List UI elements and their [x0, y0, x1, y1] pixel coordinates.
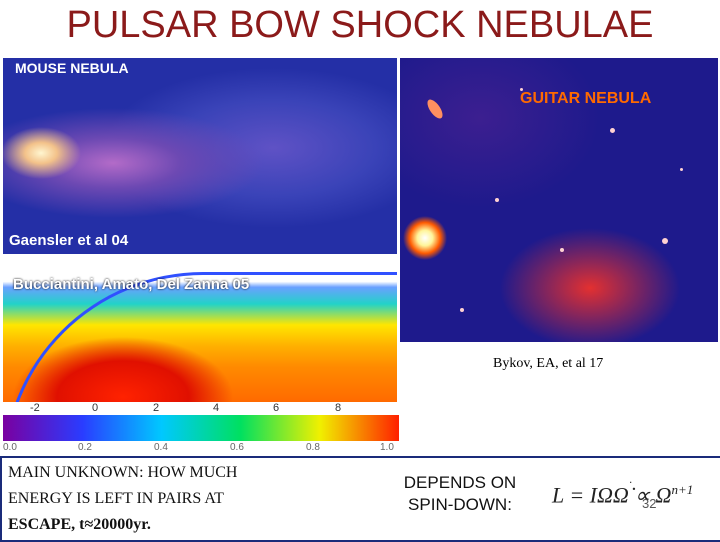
main-unknown-line: ENERGY IS LEFT IN PAIRS AT	[8, 490, 224, 507]
star	[424, 97, 446, 121]
sim-axis-tick: 0	[92, 402, 99, 414]
main-unknown-line: ESCAPE, t≈20000yr.	[8, 516, 151, 533]
colorbar-tick: 0.4	[154, 442, 168, 453]
colorbar-tick: 0.8	[306, 442, 320, 453]
sim-axis-tick: 8	[335, 402, 342, 414]
star	[495, 198, 499, 202]
depends-line: DEPENDS ON	[403, 473, 517, 492]
mouse-nebula-label: MOUSE NEBULA	[15, 60, 129, 76]
star	[560, 248, 564, 252]
star	[520, 88, 523, 91]
simulation-image: Bucciantini, Amato, Del Zanna 05	[3, 262, 397, 402]
main-unknown-line: MAIN UNKNOWN: HOW MUCH	[8, 464, 238, 481]
guitar-credit: Bykov, EA, et al 17	[493, 356, 604, 371]
main-unknown-text: MAIN UNKNOWN: HOW MUCH ENERGY IS LEFT IN…	[8, 460, 237, 538]
star	[680, 168, 683, 171]
colorbar	[3, 415, 399, 441]
colorbar-tick: 0.0	[3, 442, 17, 453]
bottom-text-box: MAIN UNKNOWN: HOW MUCH ENERGY IS LEFT IN…	[0, 456, 720, 542]
sim-axis-tick: -2	[30, 402, 40, 414]
spin-down-formula: L = IΩΩ̇ ∝ Ωn+1	[552, 482, 693, 508]
depends-line: SPIN-DOWN:	[408, 495, 512, 514]
mouse-nebula-image: MOUSE NEBULA Gaensler et al 04	[3, 58, 397, 254]
sim-axis-tick: 6	[273, 402, 280, 414]
guitar-nebula-label: GUITAR NEBULA	[520, 90, 652, 107]
guitar-nebula-image: GUITAR NEBULA	[400, 58, 718, 342]
colorbar-tick: 1.0	[380, 442, 394, 453]
formula-main: L = IΩΩ̇ ∝ Ω	[552, 482, 672, 508]
star	[460, 308, 464, 312]
formula-dot: .	[629, 472, 633, 486]
star	[610, 128, 615, 133]
slide-title: PULSAR BOW SHOCK NEBULAE	[66, 4, 654, 46]
mouse-credit: Gaensler et al 04	[9, 232, 129, 249]
slide-number: 32	[642, 496, 657, 511]
star	[662, 238, 668, 244]
colorbar-tick: 0.6	[230, 442, 244, 453]
depends-text: DEPENDS ON SPIN-DOWN:	[390, 472, 530, 516]
colorbar-tick: 0.2	[78, 442, 92, 453]
simulation-credit: Bucciantini, Amato, Del Zanna 05	[13, 276, 250, 293]
sim-axis-tick: 4	[213, 402, 220, 414]
formula-exponent: n+1	[671, 482, 694, 497]
sim-axis-tick: 2	[153, 402, 160, 414]
